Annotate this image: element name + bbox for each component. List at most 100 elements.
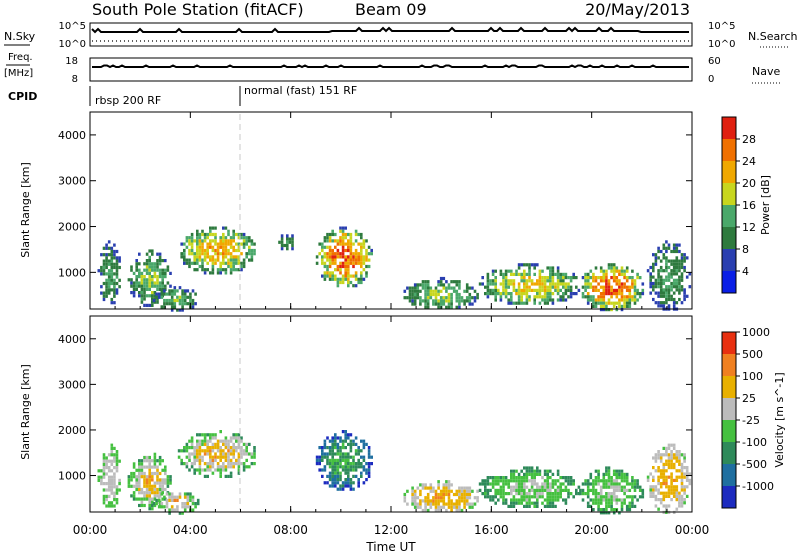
power-echo-cell (148, 271, 151, 275)
velocity-echo-cell (105, 482, 108, 486)
velocity-echo-cell (594, 495, 598, 499)
velocity-echo-cell (504, 501, 508, 505)
power-echo-cell (675, 262, 679, 266)
velocity-echo-cell (331, 481, 334, 485)
time-tick-label: 04:00 (173, 523, 208, 537)
velocity-colorbar-tick: 100 (742, 370, 763, 383)
power-echo-cell (605, 285, 608, 289)
velocity-echo-cell (499, 495, 503, 499)
power-echo-cell (589, 269, 593, 273)
velocity-echo-cell (164, 471, 167, 476)
velocity-echo-cell (331, 439, 334, 443)
velocity-echo-cell (665, 462, 668, 466)
velocity-echo-cell (543, 498, 547, 502)
power-echo-cell (206, 255, 209, 259)
velocity-echo-cell (515, 482, 518, 486)
power-echo-cell (183, 292, 187, 296)
velocity-echo-cell (321, 452, 324, 456)
power-echo-cell (143, 294, 146, 298)
power-echo-cell (357, 232, 360, 237)
velocity-echo-cell (227, 452, 230, 456)
velocity-echo-cell (168, 498, 171, 502)
power-echo-cell (161, 271, 164, 275)
power-echo-cell (140, 294, 144, 298)
velocity-echo-cell (636, 485, 639, 489)
power-echo-cell (341, 236, 345, 240)
velocity-echo-cell (486, 488, 490, 492)
velocity-echo-cell (105, 466, 108, 470)
velocity-echo-cell (659, 498, 663, 502)
power-echo-cell (533, 266, 536, 270)
power-echo-cell (672, 243, 676, 247)
velocity-echo-cell (113, 472, 116, 476)
velocity-echo-cell (597, 479, 600, 483)
velocity-echo-cell (442, 499, 446, 503)
velocity-echo-cell (549, 492, 552, 496)
power-echo-cell (315, 255, 319, 259)
power-echo-cell (190, 245, 194, 249)
velocity-echo-cell (426, 492, 430, 497)
power-echo-cell (478, 282, 482, 286)
power-echo-cell (153, 291, 157, 295)
velocity-echo-cell (659, 475, 663, 479)
velocity-echo-cell (349, 433, 353, 437)
power-echo-cell (214, 248, 217, 253)
velocity-echo-cell (592, 482, 595, 486)
power-echo-cell (113, 249, 116, 254)
velocity-echo-cell (148, 471, 151, 476)
power-echo-cell (517, 288, 521, 292)
velocity-echo-cell (607, 504, 611, 508)
velocity-echo-cell (491, 485, 495, 489)
power-echo-cell (659, 288, 663, 292)
velocity-echo-cell (667, 488, 671, 492)
velocity-echo-cell (620, 476, 624, 480)
power-echo-cell (549, 279, 552, 283)
power-echo-cell (211, 239, 215, 243)
date-label: 20/May/2013 (585, 0, 690, 19)
power-echo-cell (525, 279, 529, 283)
power-echo-cell (528, 276, 531, 280)
velocity-echo-cell (206, 449, 209, 453)
velocity-echo-cell (434, 505, 438, 509)
velocity-echo-cell (315, 458, 319, 462)
power-echo-cell (151, 249, 154, 253)
velocity-echo-cell (517, 479, 521, 483)
velocity-echo-cell (602, 476, 606, 480)
power-echo-cell (242, 232, 246, 237)
power-echo-cell (507, 298, 510, 302)
velocity-echo-cell (530, 485, 534, 489)
velocity-echo-cell (344, 484, 347, 488)
power-echo-cell (429, 292, 433, 297)
power-echo-cell (538, 276, 542, 280)
velocity-echo-cell (242, 449, 246, 453)
velocity-echo-cell (424, 483, 427, 487)
velocity-echo-cell (198, 452, 202, 456)
velocity-echo-cell (168, 495, 171, 499)
velocity-echo-cell (620, 472, 624, 476)
velocity-echo-cell (497, 492, 500, 496)
power-echo-cell (339, 268, 342, 272)
power-echo-cell (546, 298, 549, 302)
velocity-echo-cell (618, 488, 621, 492)
velocity-echo-cell (665, 450, 668, 454)
velocity-echo-cell (135, 478, 138, 482)
power-echo-cell (667, 288, 671, 292)
power-echo-cell (240, 232, 243, 237)
power-echo-cell (183, 252, 186, 256)
velocity-echo-cell (222, 462, 225, 466)
power-echo-cell (502, 285, 505, 289)
velocity-echo-cell (517, 476, 521, 480)
power-echo-cell (554, 272, 557, 276)
power-echo-cell (455, 305, 459, 309)
velocity-echo-cell (592, 498, 595, 502)
velocity-echo-cell (465, 492, 469, 497)
velocity-echo-cell (151, 471, 154, 476)
power-echo-cell (419, 302, 422, 306)
power-echo-cell (209, 242, 212, 246)
power-echo-cell (680, 285, 684, 289)
power-echo-cell (670, 249, 673, 254)
power-echo-cell (176, 298, 179, 303)
velocity-echo-cell (424, 486, 427, 490)
power-echo-cell (280, 247, 284, 251)
velocity-echo-cell (575, 492, 578, 496)
